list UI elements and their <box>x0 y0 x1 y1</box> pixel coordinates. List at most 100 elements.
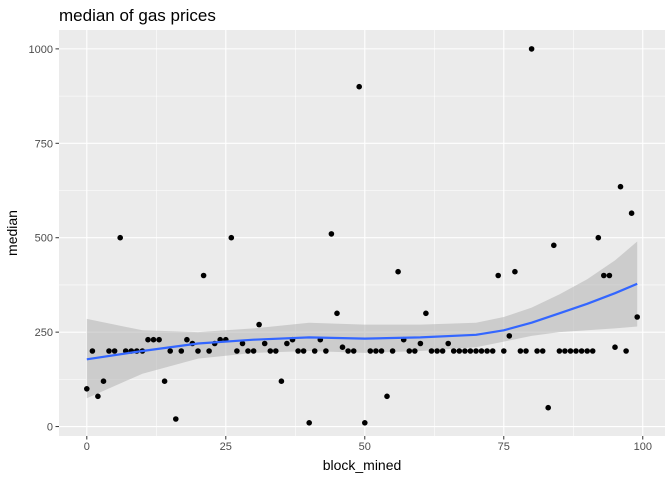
data-point <box>250 348 257 354</box>
data-point <box>428 348 435 354</box>
data-point <box>506 333 513 339</box>
data-point <box>434 348 440 354</box>
data-point <box>478 348 485 354</box>
confidence-band <box>86 241 638 399</box>
data-point <box>501 348 507 354</box>
data-point <box>584 348 590 354</box>
data-point <box>95 393 101 400</box>
data-point <box>350 348 357 354</box>
data-point <box>623 348 629 354</box>
x-tick-label: 75 <box>498 441 510 453</box>
data-point <box>261 340 268 347</box>
data-point <box>539 348 546 354</box>
data-point <box>323 348 329 354</box>
data-point <box>173 416 179 422</box>
data-point <box>450 348 457 354</box>
data-point <box>595 234 602 241</box>
smooth-line-layer <box>86 282 638 361</box>
data-point <box>523 348 529 354</box>
x-tick-label: 100 <box>634 441 652 453</box>
data-point <box>484 348 490 354</box>
data-point <box>545 404 551 411</box>
data-point <box>195 348 201 354</box>
x-tick-label: 50 <box>359 441 371 453</box>
loess-smooth-line <box>86 282 638 361</box>
data-point <box>145 336 151 343</box>
data-point <box>100 378 107 385</box>
data-point <box>378 348 385 354</box>
x-tick-label: 0 <box>84 441 90 453</box>
data-point <box>612 344 618 351</box>
data-point <box>456 348 463 354</box>
data-point <box>234 348 240 354</box>
data-point <box>445 340 452 347</box>
data-point <box>200 272 207 279</box>
data-point <box>634 314 640 320</box>
data-point <box>406 348 413 354</box>
y-tick-label: 750 <box>35 138 53 150</box>
data-point <box>489 348 496 354</box>
data-point <box>606 272 613 279</box>
data-point <box>311 348 318 354</box>
y-tick-label: 250 <box>35 327 53 339</box>
data-point <box>256 321 262 328</box>
y-tick-label: 0 <box>47 422 53 434</box>
data-point <box>362 420 368 426</box>
data-point <box>273 348 279 354</box>
data-point <box>284 340 290 347</box>
data-point <box>528 46 535 52</box>
data-point <box>534 348 540 354</box>
data-point <box>167 348 173 354</box>
data-point <box>178 348 185 354</box>
x-axis-title: block_mined <box>323 457 402 473</box>
data-point <box>328 231 335 237</box>
minor-gridlines <box>59 30 665 436</box>
data-point <box>111 348 118 354</box>
data-point <box>417 340 424 347</box>
data-point <box>356 83 363 90</box>
data-point <box>601 272 607 279</box>
data-point <box>245 348 251 354</box>
data-point <box>156 336 162 343</box>
data-point <box>467 348 474 354</box>
data-point <box>117 234 123 241</box>
confidence-band-layer <box>86 241 638 399</box>
data-point <box>367 348 374 354</box>
data-point <box>295 348 301 354</box>
data-point <box>517 348 524 354</box>
data-point <box>567 348 574 354</box>
data-point <box>389 348 396 354</box>
data-point <box>89 348 96 354</box>
x-tick-label: 25 <box>220 441 232 453</box>
points-layer <box>84 46 640 426</box>
data-point <box>84 386 90 392</box>
data-point <box>206 348 212 354</box>
data-point <box>373 348 379 354</box>
data-point <box>184 336 190 343</box>
data-point <box>628 210 635 216</box>
data-point <box>589 348 596 354</box>
data-point <box>278 378 285 385</box>
data-point <box>617 183 624 190</box>
data-point <box>473 348 479 354</box>
y-tick-label: 500 <box>35 233 53 245</box>
data-point <box>439 348 446 354</box>
data-point <box>150 336 157 343</box>
y-axis-ticks: 0 250 500 750 1000 <box>29 44 59 434</box>
data-point <box>161 378 168 385</box>
data-point <box>334 310 340 317</box>
x-axis-ticks: 0 25 50 75 100 <box>84 436 652 453</box>
plot-panel <box>59 30 665 436</box>
data-point <box>239 340 246 347</box>
data-point <box>395 268 401 275</box>
data-point <box>495 272 502 279</box>
y-axis-title: median <box>4 210 20 256</box>
data-point <box>339 344 346 351</box>
y-tick-label: 1000 <box>29 44 53 56</box>
data-point <box>423 310 429 317</box>
major-gridlines <box>59 30 665 436</box>
data-point <box>300 348 307 354</box>
data-point <box>556 348 563 354</box>
